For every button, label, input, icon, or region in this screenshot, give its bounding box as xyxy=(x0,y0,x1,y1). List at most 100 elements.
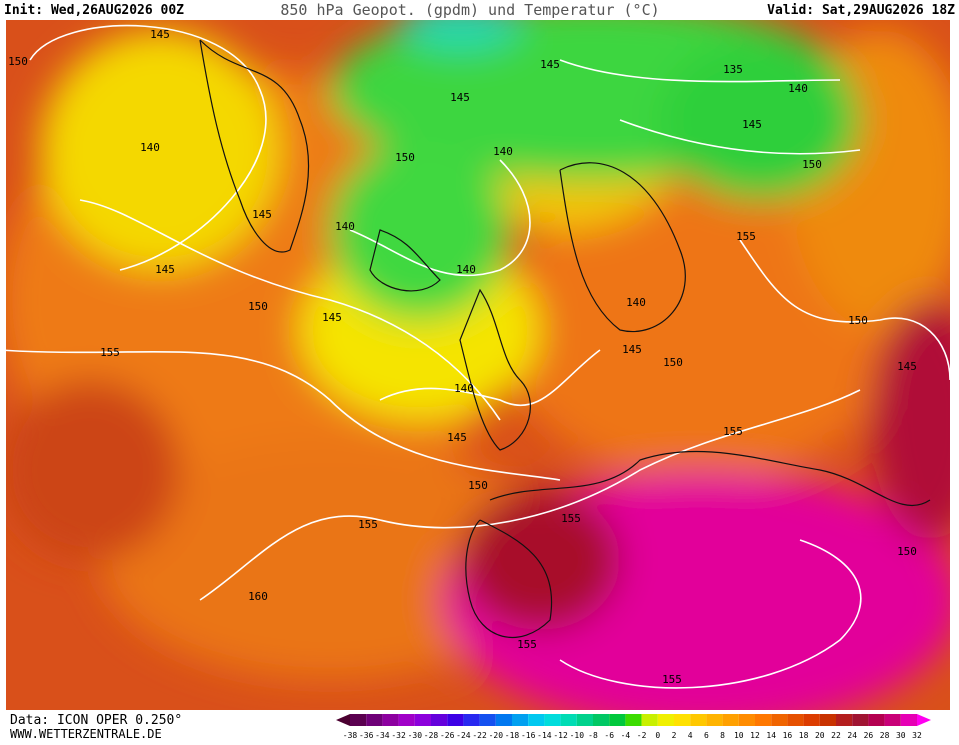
init-time: Init: Wed,26AUG2026 00Z xyxy=(4,3,184,18)
contour-label: 140 xyxy=(493,145,513,158)
colorbar-label: 10 xyxy=(734,731,744,740)
contour-label: 145 xyxy=(622,343,642,356)
contour-label: 155 xyxy=(561,512,581,525)
contour-label: 140 xyxy=(626,296,646,309)
map-area: 145 150 140 145 145 150 155 145 140 150 140 145 145 1… xyxy=(6,20,950,710)
colorbar-swatch xyxy=(674,714,691,726)
geopotential-contours xyxy=(6,24,950,689)
contour-label: 155 xyxy=(517,638,537,651)
contour-label: 145 xyxy=(252,208,272,221)
colorbar-swatch xyxy=(803,714,820,726)
colorbar-label: -16 xyxy=(521,731,536,740)
colorbar-label: 28 xyxy=(880,731,890,740)
contour-label: 155 xyxy=(723,425,743,438)
colorbar-swatch xyxy=(868,714,885,726)
contour-label: 160 xyxy=(248,590,268,603)
map-title: 850 hPa Geopot. (gpdm) und Temperatur (°… xyxy=(280,1,659,19)
colorbar-label: -8 xyxy=(588,731,598,740)
colorbar-label: 2 xyxy=(672,731,677,740)
colorbar-label: 30 xyxy=(896,731,906,740)
colorbar-swatch xyxy=(755,714,772,726)
colorbar-label: -36 xyxy=(359,731,374,740)
colorbar-label: 16 xyxy=(783,731,793,740)
colorbar-label: -14 xyxy=(537,731,552,740)
colorbar-arrow xyxy=(336,714,350,726)
colorbar-label: -6 xyxy=(604,731,614,740)
colorbar-label: -10 xyxy=(570,731,585,740)
data-source: Data: ICON OPER 0.250° xyxy=(10,713,182,728)
contour-label: 140 xyxy=(140,141,160,154)
colorbar-swatch xyxy=(447,714,464,726)
colorbar-label: 14 xyxy=(766,731,776,740)
contour-label: 140 xyxy=(456,263,476,276)
coastlines xyxy=(199,39,931,638)
colorbar-swatch xyxy=(690,714,707,726)
colorbar-label: 6 xyxy=(704,731,709,740)
colorbar-swatch xyxy=(657,714,674,726)
colorbar-label: -22 xyxy=(472,731,487,740)
colorbar-swatch xyxy=(544,714,561,726)
colorbar-swatch xyxy=(382,714,399,726)
colorbar-label: 24 xyxy=(847,731,857,740)
contour-label: 150 xyxy=(8,55,28,68)
colorbar-label: 0 xyxy=(655,731,660,740)
colorbar-swatch xyxy=(528,714,545,726)
contour-label: 145 xyxy=(897,360,917,373)
contour-label: 145 xyxy=(450,91,470,104)
colorbar-swatch xyxy=(463,714,480,726)
contour-label: 155 xyxy=(358,518,378,531)
colorbar-swatch xyxy=(900,714,917,726)
colorbar-swatch xyxy=(625,714,642,726)
contour-label: 150 xyxy=(395,151,415,164)
colorbar-swatch xyxy=(771,714,788,726)
colorbar-label: -18 xyxy=(505,731,520,740)
colorbar-label: -24 xyxy=(456,731,471,740)
colorbar-label: -32 xyxy=(391,731,406,740)
contour-label: 150 xyxy=(468,479,488,492)
colorbar-label: -20 xyxy=(489,731,504,740)
colorbar: -38 -36 -34 -32 -30 -28 -26 -24 -22 -20 -18 -16 -14-… xyxy=(336,714,931,740)
colorbar-arrow xyxy=(917,714,931,726)
colorbar-swatch xyxy=(787,714,804,726)
contour-label: 145 xyxy=(540,58,560,71)
colorbar-label: -2 xyxy=(637,731,647,740)
contour-label: 140 xyxy=(335,220,355,233)
colorbar-swatch xyxy=(398,714,415,726)
colorbar-label: 20 xyxy=(815,731,825,740)
contour-label: 135 xyxy=(723,63,743,76)
colorbar-label: -4 xyxy=(621,731,631,740)
colorbar-swatch xyxy=(641,714,658,726)
colorbar-swatch xyxy=(722,714,739,726)
contour-label: 155 xyxy=(100,346,120,359)
colorbar-swatch xyxy=(366,714,383,726)
colorbar-label: 12 xyxy=(750,731,760,740)
contour-label: 155 xyxy=(736,230,756,243)
contour-label: 145 xyxy=(155,263,175,276)
colorbar-swatch xyxy=(512,714,529,726)
colorbar-swatch xyxy=(495,714,512,726)
colorbar-swatch xyxy=(431,714,448,726)
colorbar-label: 26 xyxy=(864,731,874,740)
colorbar-swatch xyxy=(350,714,367,726)
colorbar-swatch xyxy=(479,714,496,726)
contour-label: 150 xyxy=(802,158,822,171)
colorbar-label: -28 xyxy=(424,731,439,740)
contour-label: 145 xyxy=(322,311,342,324)
colorbar-label: -26 xyxy=(440,731,455,740)
contour-label: 150 xyxy=(663,356,683,369)
colorbar-label: -12 xyxy=(553,731,568,740)
colorbar-label: 4 xyxy=(688,731,693,740)
contour-label: 140 xyxy=(454,382,474,395)
colorbar-label: -38 xyxy=(343,731,358,740)
colorbar-swatch xyxy=(706,714,723,726)
contour-label: 145 xyxy=(742,118,762,131)
website: WWW.WETTERZENTRALE.DE xyxy=(10,727,162,741)
header-bar xyxy=(0,0,959,20)
contour-label: 150 xyxy=(897,545,917,558)
colorbar-swatch xyxy=(609,714,626,726)
valid-time: Valid: Sat,29AUG2026 18Z xyxy=(767,3,955,18)
colorbar-swatch xyxy=(884,714,901,726)
colorbar-swatch xyxy=(414,714,431,726)
colorbar-label: 32 xyxy=(912,731,922,740)
